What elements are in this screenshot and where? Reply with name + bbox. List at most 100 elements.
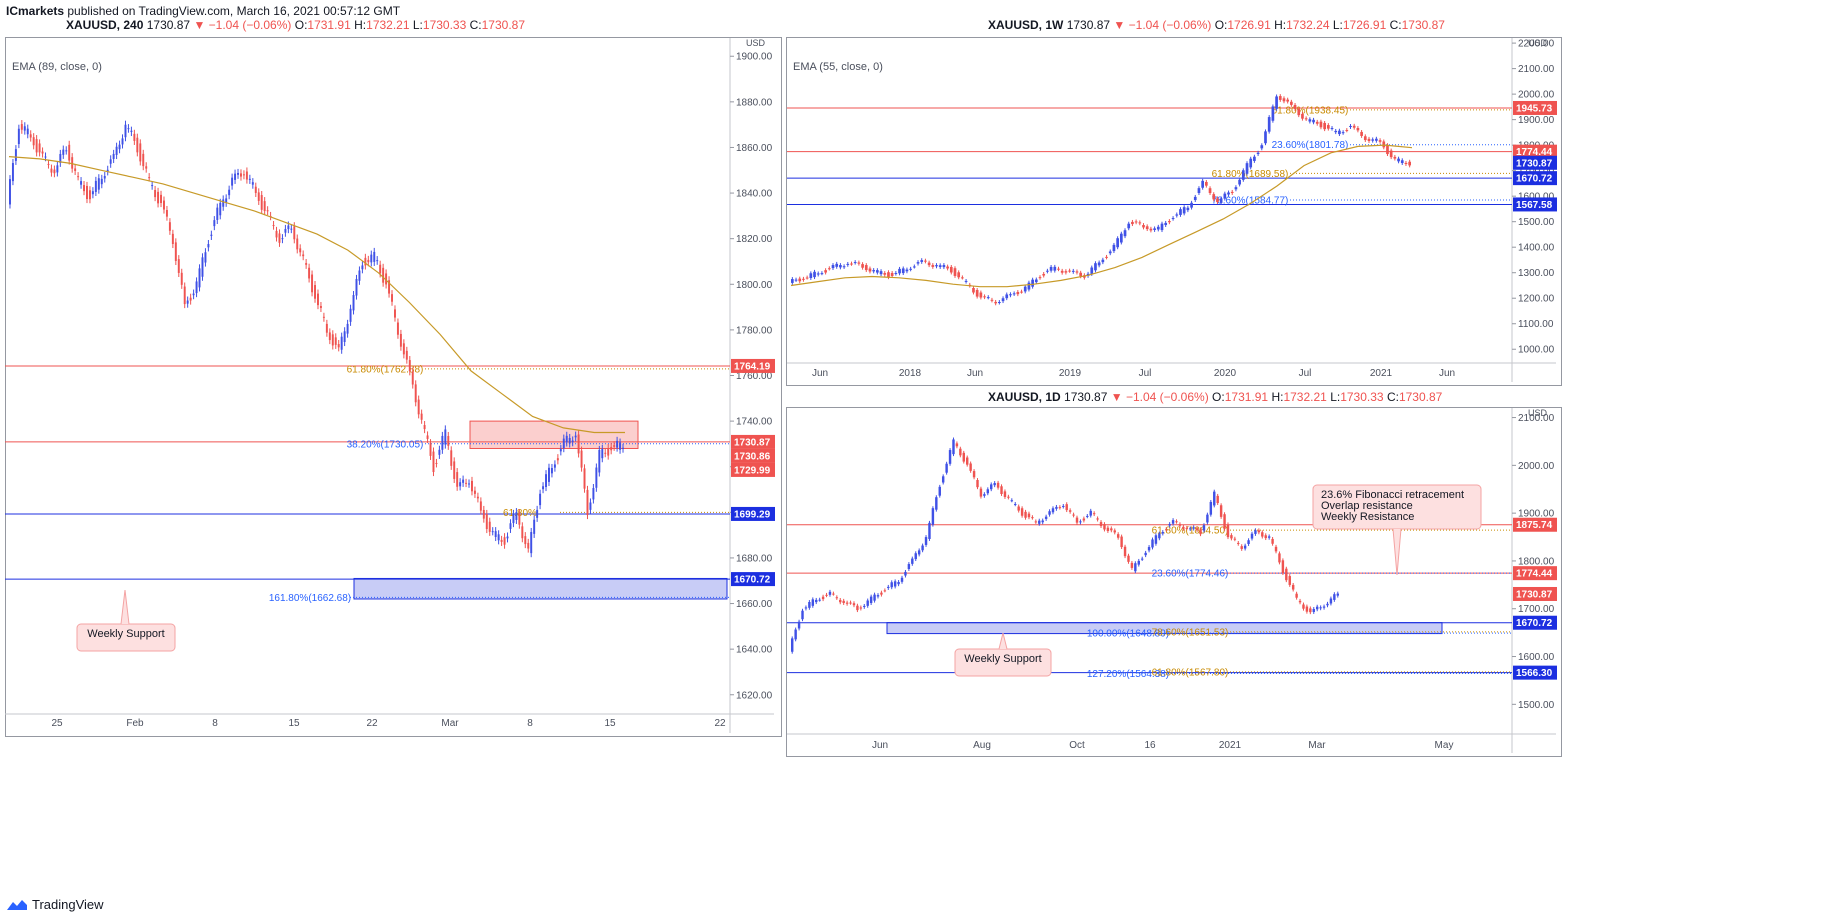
candle-body	[1199, 529, 1202, 535]
y-tick-label: 1620.00	[736, 690, 773, 701]
candle-body	[1051, 508, 1055, 513]
y-tick-label: 2100.00	[1518, 413, 1555, 424]
candle-body	[811, 599, 815, 606]
candle-body	[245, 171, 248, 180]
price-tag	[731, 358, 775, 373]
candle-body	[515, 512, 518, 520]
y-tick-label: 1200.00	[1518, 294, 1555, 305]
candle-body	[1131, 221, 1134, 225]
candle-body	[1205, 181, 1208, 186]
x-tick-label: Jun	[812, 368, 828, 379]
candle-body	[827, 268, 831, 270]
candle-body	[38, 143, 41, 153]
candle-body	[1223, 193, 1227, 199]
x-tick-label: 2019	[1059, 368, 1082, 379]
candle-body	[1105, 256, 1108, 258]
candle-body	[405, 350, 408, 360]
candle-body	[1195, 528, 1199, 530]
candle-body	[213, 220, 216, 227]
candle-body	[506, 536, 509, 539]
candle-body	[1071, 270, 1075, 272]
tradingview-footer[interactable]: TradingView	[6, 897, 104, 912]
price-tag-label: 1774.44	[1516, 147, 1553, 158]
candle-body	[801, 610, 804, 620]
candle-body	[83, 185, 85, 192]
price-tag	[731, 572, 775, 587]
candle-body	[86, 185, 88, 200]
tradingview-logo-icon	[7, 899, 27, 910]
candle-body	[850, 263, 853, 265]
chart-panel-1d[interactable]	[786, 407, 1562, 757]
candle-body	[824, 270, 827, 273]
y-tick-label: 1900.00	[736, 52, 773, 63]
candle-body	[904, 571, 907, 576]
candle-body	[1345, 130, 1349, 132]
y-tick-label: 1800.00	[736, 280, 773, 291]
candle-body	[1271, 538, 1274, 544]
candle-body	[1319, 121, 1323, 128]
candle-body	[935, 497, 938, 510]
candle-body	[1237, 542, 1240, 544]
candle-body	[174, 242, 177, 261]
candle-body	[1197, 188, 1201, 194]
price-tag-label: 1730.87	[1516, 158, 1553, 169]
candle-body	[189, 297, 192, 301]
low: 1730.33	[422, 18, 467, 32]
candle-body	[1389, 150, 1393, 158]
price-tag-label: 1730.87	[734, 437, 771, 448]
candle-body	[586, 489, 589, 516]
candle-body	[503, 537, 506, 545]
candle-body	[1031, 279, 1034, 287]
candle-body	[1250, 533, 1254, 539]
candle-body	[813, 271, 816, 278]
candle-body	[109, 159, 112, 164]
candle-body	[568, 437, 571, 444]
candle-body	[818, 599, 821, 601]
candle-body	[317, 293, 319, 306]
candle-body	[883, 590, 887, 592]
candle-body	[1288, 576, 1291, 585]
candle-body	[388, 280, 391, 294]
candle-body	[948, 450, 952, 464]
x-tick-label: Aug	[973, 740, 991, 751]
candle-body	[890, 582, 893, 588]
candle-body	[1020, 291, 1023, 293]
candle-body	[1168, 524, 1171, 526]
candle-body	[1267, 117, 1271, 132]
candle-body	[1123, 546, 1127, 557]
candle-body	[266, 210, 269, 212]
candle-body	[414, 384, 417, 403]
candle-body	[887, 272, 890, 278]
publish-header: ICmarkets published on TradingView.com, …	[6, 4, 400, 18]
candle-body	[924, 537, 928, 545]
candle-body	[876, 595, 880, 597]
candle-body	[808, 601, 811, 608]
candle-body	[1352, 125, 1356, 128]
y-tick-label: 1660.00	[736, 599, 773, 610]
candle-body	[299, 248, 302, 253]
candle-body	[983, 494, 986, 496]
candle-body	[1055, 506, 1058, 509]
callout-pointer	[998, 632, 1008, 650]
x-tick-label: Feb	[126, 718, 144, 729]
chart-panel-1w[interactable]	[786, 37, 1562, 386]
candle-body	[1038, 277, 1042, 279]
candle-body	[794, 629, 797, 640]
y-tick-label: 1300.00	[1518, 268, 1555, 279]
candle-body	[453, 461, 456, 479]
candle-body	[429, 443, 432, 456]
candle-body	[234, 173, 237, 180]
candle-body	[1304, 118, 1308, 120]
chart-panel-240[interactable]	[5, 37, 782, 737]
candle-body	[186, 300, 189, 304]
price-tag-label: 1670.72	[734, 575, 771, 586]
candle-body	[278, 233, 281, 243]
candle-body	[942, 265, 946, 268]
candle-body	[1092, 513, 1096, 515]
candle-body	[328, 332, 331, 341]
candle-body	[556, 458, 559, 461]
zone-box	[353, 577, 728, 600]
y-tick-label: 1000.00	[1518, 345, 1555, 356]
candle-body	[1230, 535, 1233, 539]
candle-body	[809, 273, 813, 279]
